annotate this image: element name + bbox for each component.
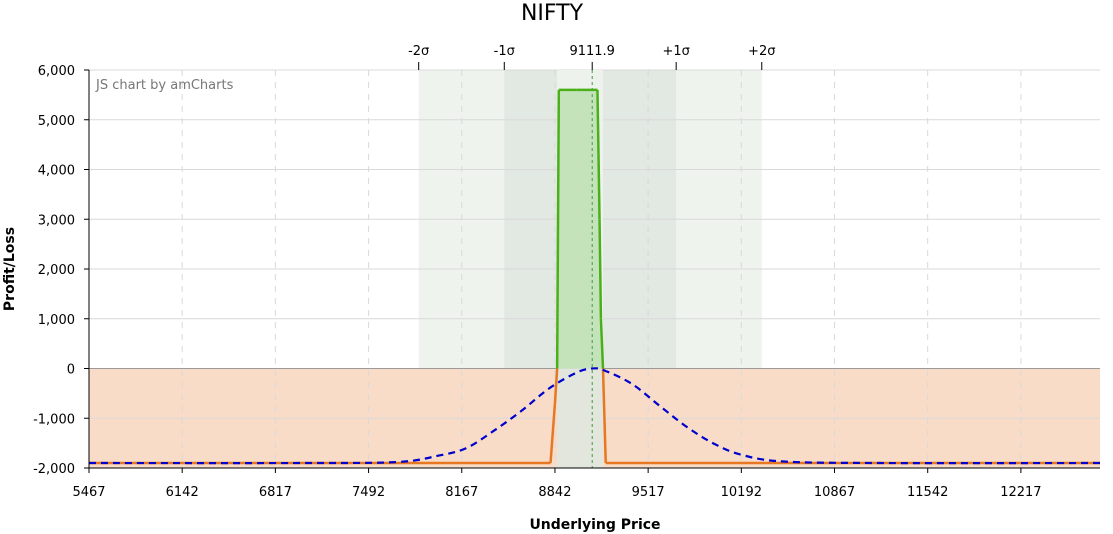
y-tick-label: 5,000 (38, 114, 75, 129)
top-marker-label: 9111.9 (569, 44, 615, 59)
x-tick-label: 10192 (721, 485, 762, 500)
payoff-line-segment (555, 89, 561, 369)
x-tick-label: 6142 (166, 485, 199, 500)
x-tick-label: 6817 (259, 485, 292, 500)
payoff-line-segment (596, 89, 601, 220)
x-tick-label: 8167 (445, 485, 478, 500)
top-marker-label: -1σ (494, 44, 515, 59)
y-tick-label: -1,000 (33, 412, 75, 427)
chart-title: NIFTY (521, 1, 584, 26)
x-tick-label: 7492 (352, 485, 385, 500)
payoff-line-segment (598, 219, 603, 319)
x-tick-label: 5467 (72, 485, 105, 500)
payoff-line-segment (553, 368, 559, 404)
y-tick-label: 4,000 (38, 164, 75, 179)
top-marker-label: +2σ (748, 44, 775, 59)
x-tick-label: 11542 (907, 485, 948, 500)
y-tick-label: 6,000 (38, 64, 75, 79)
payoff-line-segment (549, 403, 557, 464)
amcharts-credit[interactable]: JS chart by amCharts (95, 78, 234, 93)
x-tick-label: 9517 (632, 485, 665, 500)
y-axis-title: Profit/Loss (2, 227, 18, 311)
top-marker-label: +1σ (662, 44, 689, 59)
payoff-line-segment (599, 318, 605, 369)
profit-fill (557, 70, 603, 468)
y-tick-label: -2,000 (33, 462, 75, 477)
x-tick-label: 12217 (1000, 485, 1041, 500)
profit-zone-lower-band (557, 368, 603, 468)
profit-area-fill (557, 89, 603, 369)
x-tick-label: 10867 (814, 485, 855, 500)
probability-curve (88, 367, 1101, 465)
y-tick-label: 1,000 (38, 313, 75, 328)
axes: -2,000 -1,000 0 1,000 2,000 3,000 4,000 5,000 6,… (33, 64, 1100, 500)
payoff-line-segment (601, 368, 608, 464)
top-marker-label: -2σ (408, 44, 429, 59)
top-markers: -2σ -1σ 9111.9 +1σ +2σ (408, 44, 775, 70)
series-lines (88, 70, 1101, 468)
y-tick-label: 2,000 (38, 263, 75, 278)
x-axis-title: Underlying Price (529, 517, 660, 533)
y-tick-label: 0 (67, 363, 75, 378)
x-tick-label: 8842 (538, 485, 571, 500)
y-tick-label: 3,000 (38, 213, 75, 228)
